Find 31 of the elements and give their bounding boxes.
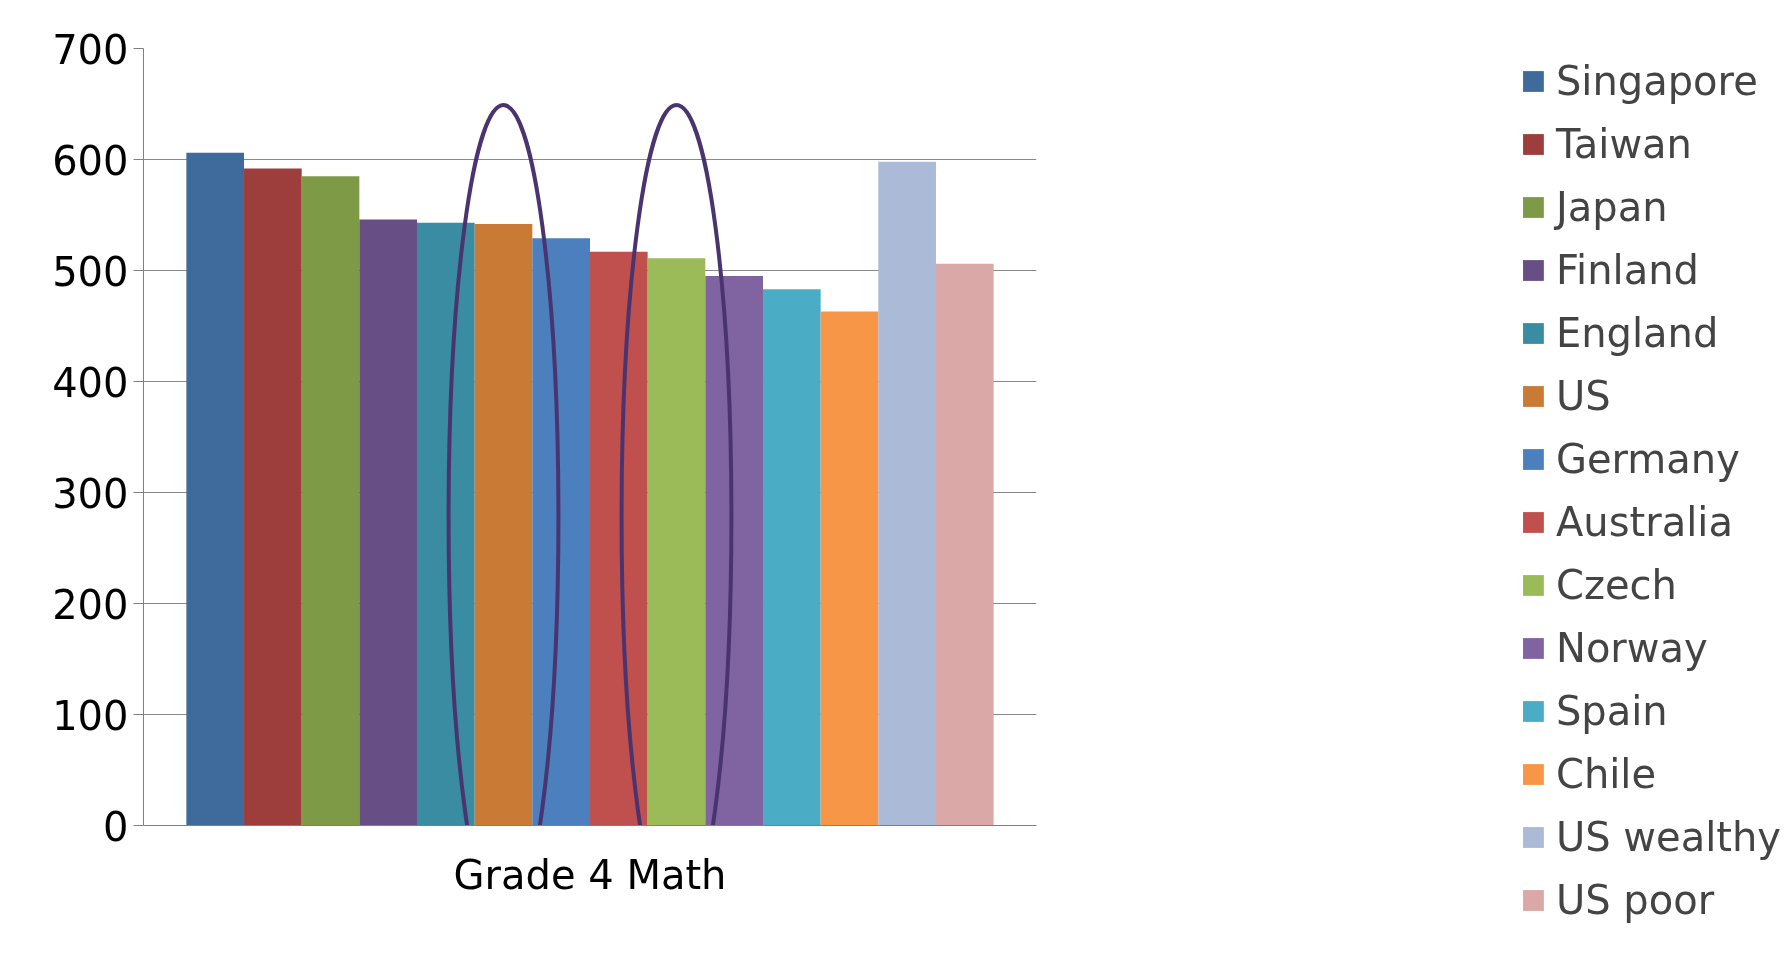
bar xyxy=(820,311,879,826)
y-tick-label: 0 xyxy=(103,803,129,850)
legend-label: Spain xyxy=(1555,688,1668,734)
y-tick-label: 100 xyxy=(52,692,129,739)
y-tick-label: 300 xyxy=(52,470,129,517)
legend-label: US xyxy=(1555,373,1611,419)
legend-label: Singapore xyxy=(1555,58,1758,104)
legend-label: Australia xyxy=(1555,499,1733,545)
bar xyxy=(762,289,821,826)
legend-label: Japan xyxy=(1555,184,1668,230)
legend-label: Norway xyxy=(1555,625,1708,671)
bar xyxy=(878,161,936,826)
legend-label: Germany xyxy=(1555,436,1740,482)
y-tick-label: 400 xyxy=(52,359,129,406)
y-tick-label: 600 xyxy=(52,137,129,184)
bar xyxy=(935,263,994,826)
y-tick-label: 500 xyxy=(52,248,129,295)
x-tick-label: Grade 4 Math xyxy=(453,851,727,898)
legend-label: England xyxy=(1555,310,1719,356)
legend-label: Taiwan xyxy=(1555,121,1692,167)
y-tick-label: 700 xyxy=(52,26,129,73)
bar xyxy=(186,152,245,826)
legend-label: Czech xyxy=(1555,562,1677,608)
bar xyxy=(244,168,302,826)
legend-label: US wealthy xyxy=(1555,814,1781,860)
bar xyxy=(359,219,418,826)
legend-label: US poor xyxy=(1555,877,1715,923)
bar xyxy=(301,176,360,826)
y-tick-label: 200 xyxy=(52,581,129,628)
legend-label: Chile xyxy=(1555,751,1657,797)
legend-label: Finland xyxy=(1555,247,1699,293)
